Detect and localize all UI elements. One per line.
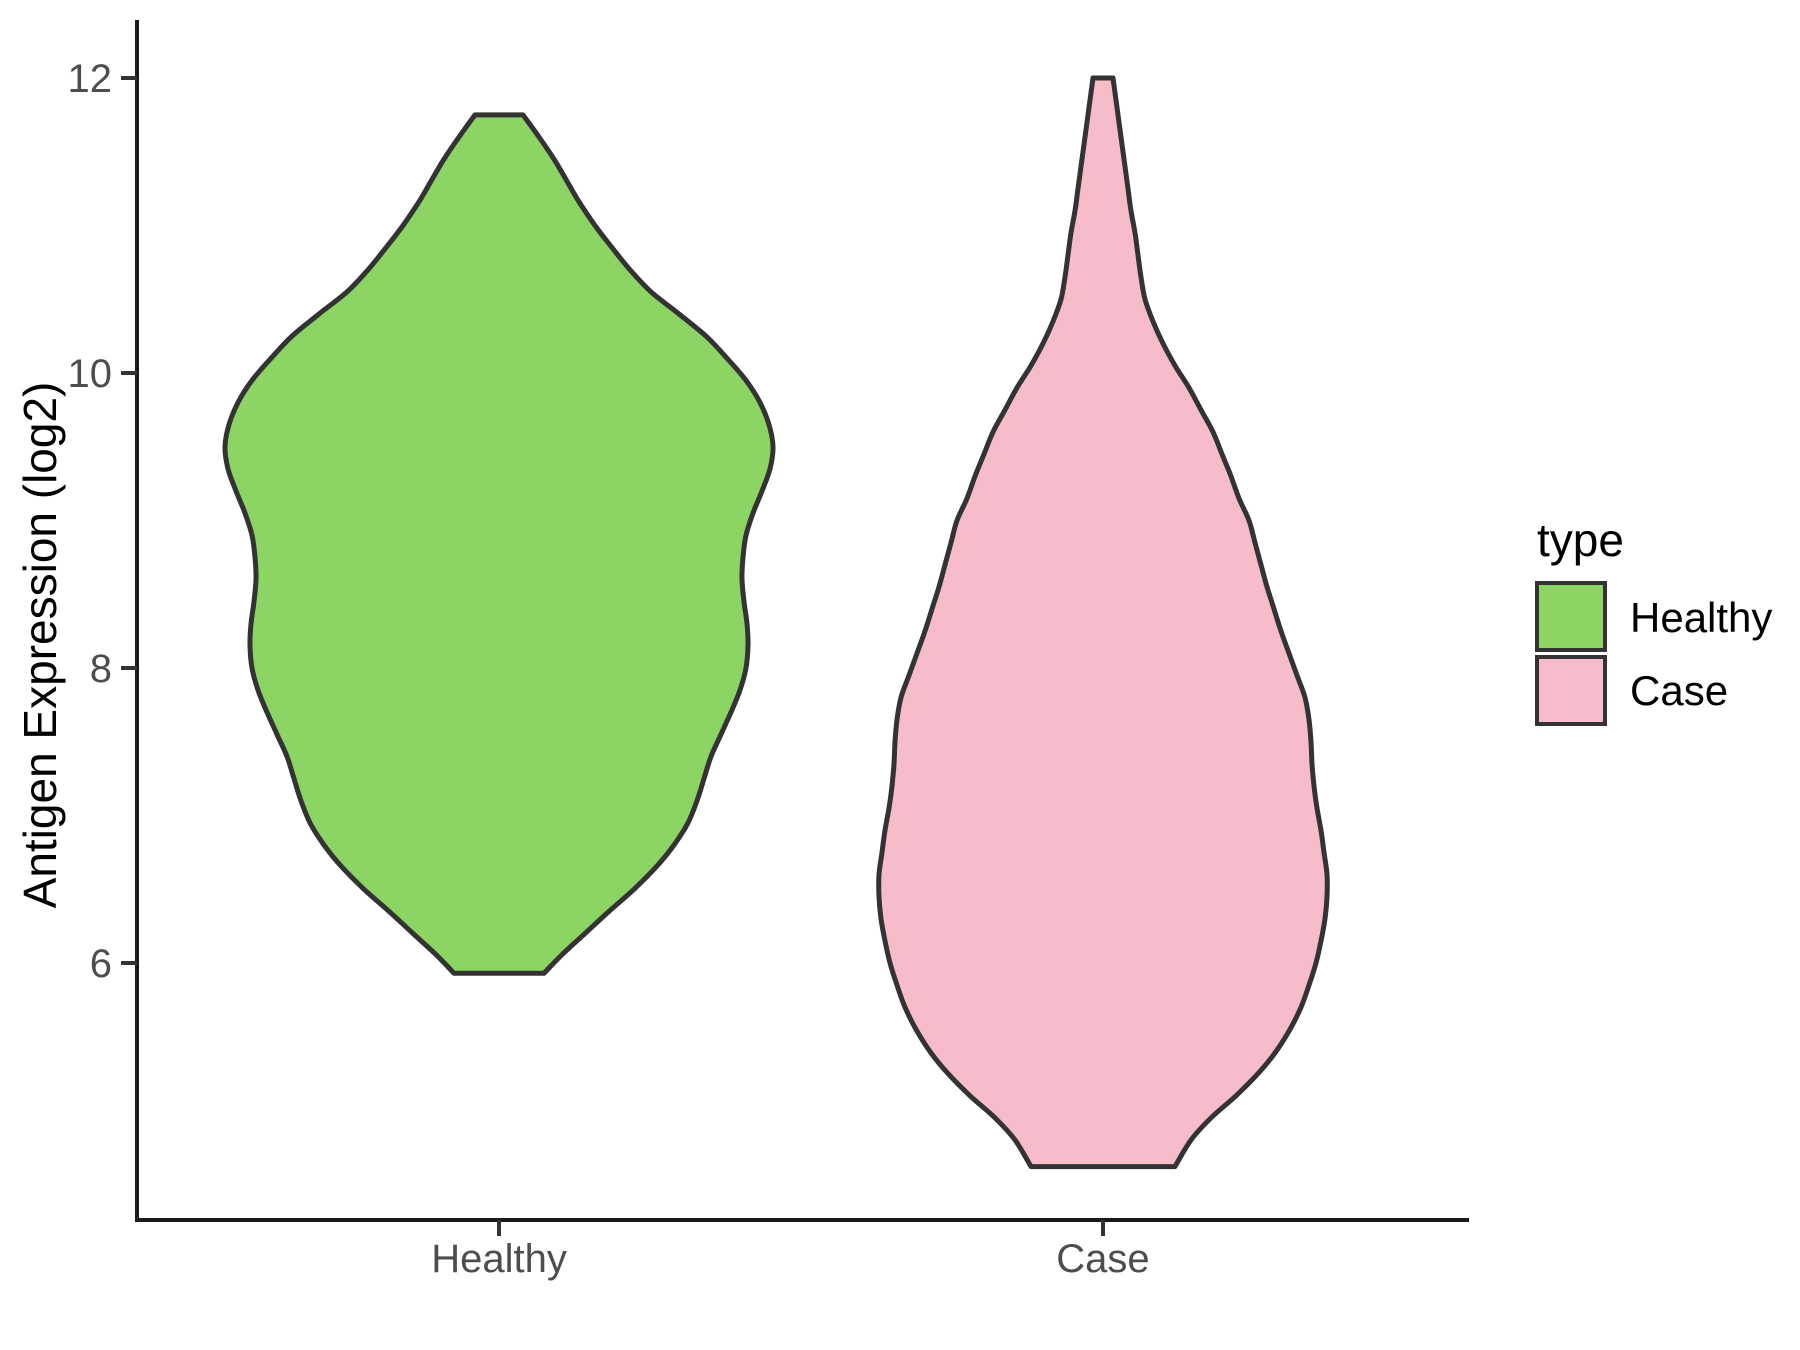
violin-case xyxy=(876,75,1330,1170)
y-axis-title: Antigen Expression (log2) xyxy=(14,382,66,909)
legend: type Healthy Case xyxy=(1535,514,1772,726)
y-tick-label-8: 8 xyxy=(90,647,112,691)
violins-group xyxy=(222,75,1330,1170)
x-ticks-group: Healthy Case xyxy=(431,1220,1150,1281)
y-tick-label-12: 12 xyxy=(68,57,113,101)
y-tick-label-10: 10 xyxy=(68,352,113,396)
legend-swatch-case xyxy=(1535,655,1607,726)
legend-title: type xyxy=(1537,514,1624,566)
legend-label-healthy: Healthy xyxy=(1630,594,1772,641)
x-category-label-healthy: Healthy xyxy=(431,1237,567,1281)
x-category-label-case: Case xyxy=(1056,1237,1149,1281)
legend-label-case: Case xyxy=(1630,667,1728,714)
violin-healthy xyxy=(222,112,776,976)
y-tick-label-6: 6 xyxy=(90,942,112,986)
y-ticks-group: 12 10 8 6 xyxy=(68,57,137,986)
legend-swatch-healthy xyxy=(1535,581,1607,652)
